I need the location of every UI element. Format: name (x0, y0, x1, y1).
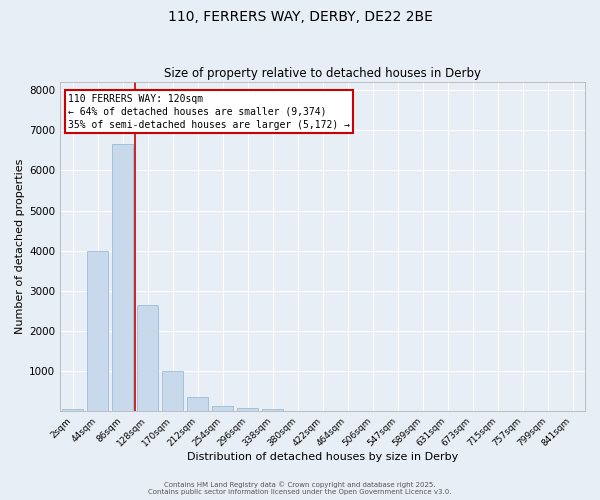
Bar (87, 250, 108, 412)
Bar (262, 410, 283, 412)
Text: Contains public sector information licensed under the Open Government Licence v3: Contains public sector information licen… (148, 489, 452, 495)
Bar (237, 408, 258, 412)
Text: 110 FERRERS WAY: 120sqm
← 64% of detached houses are smaller (9,374)
35% of semi: 110 FERRERS WAY: 120sqm ← 64% of detache… (68, 94, 350, 130)
X-axis label: Distribution of detached houses by size in Derby: Distribution of detached houses by size … (187, 452, 458, 462)
Text: 110, FERRERS WAY, DERBY, DE22 2BE: 110, FERRERS WAY, DERBY, DE22 2BE (167, 10, 433, 24)
Bar (62, 410, 83, 412)
Y-axis label: Number of detached properties: Number of detached properties (15, 159, 25, 334)
Bar (212, 406, 233, 411)
Bar (187, 398, 208, 411)
Bar (137, 305, 158, 412)
Bar (162, 371, 183, 412)
Title: Size of property relative to detached houses in Derby: Size of property relative to detached ho… (164, 66, 481, 80)
Bar (112, 144, 133, 412)
Text: Contains HM Land Registry data © Crown copyright and database right 2025.: Contains HM Land Registry data © Crown c… (164, 481, 436, 488)
